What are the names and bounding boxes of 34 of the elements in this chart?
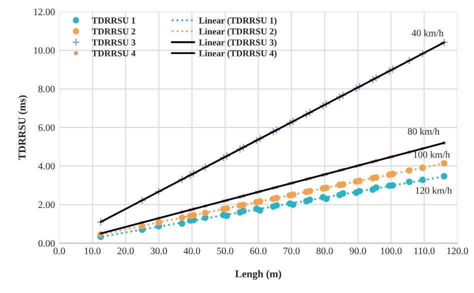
legend-label: TDRRSU 4 [92, 50, 136, 56]
y-tick-label: 4.00 [38, 162, 55, 170]
x-tick-label: 60.0 [250, 248, 266, 254]
x-tick-label: 0.0 [54, 248, 65, 254]
x-tick-label: 10.0 [84, 248, 101, 254]
legend-label: Linear (TDRRSU 1) [198, 17, 277, 26]
legend-label: Linear (TDRRSU 2) [198, 28, 277, 36]
x-tick-label: 70.0 [284, 248, 300, 254]
legend-label: TDRRSU 3 [92, 39, 136, 46]
x-tick-label: 80.0 [316, 248, 333, 254]
annotation: 80 km/h [408, 128, 440, 135]
y-tick-label: 10.00 [34, 47, 55, 54]
x-tick-label: 120.0 [447, 248, 468, 254]
legend-label: Linear (TDRRSU 3) [198, 39, 277, 48]
legend-label: Linear (TDRRSU 4) [198, 50, 277, 58]
legend-label: TDRRSU 1 [92, 17, 136, 24]
y-tick-label: 0.00 [38, 240, 55, 247]
x-tick-label: 50.0 [217, 248, 234, 254]
annotation: 40 km/h [412, 30, 444, 36]
annotation: 120 km/h [416, 186, 452, 194]
x-axis-title: Lengh (m) [235, 270, 282, 280]
x-tick-label: 100.0 [380, 248, 402, 254]
y-axis-title: TDRRSU (ms) [18, 95, 28, 160]
y-tick-label: 8.00 [38, 86, 55, 92]
x-tick-label: 30.0 [150, 248, 167, 254]
y-tick-label: 6.00 [38, 124, 55, 131]
y-tick-label: 12.00 [34, 8, 55, 16]
annotation: 100 km/h [414, 151, 450, 158]
x-tick-label: 20.0 [118, 248, 134, 254]
x-tick-label: 110.0 [414, 248, 435, 254]
y-tick-label: 2.00 [38, 202, 55, 208]
x-tick-label: 90.0 [350, 248, 366, 254]
x-tick-label: 40.0 [184, 248, 200, 254]
legend-label: TDRRSU 2 [92, 28, 136, 34]
